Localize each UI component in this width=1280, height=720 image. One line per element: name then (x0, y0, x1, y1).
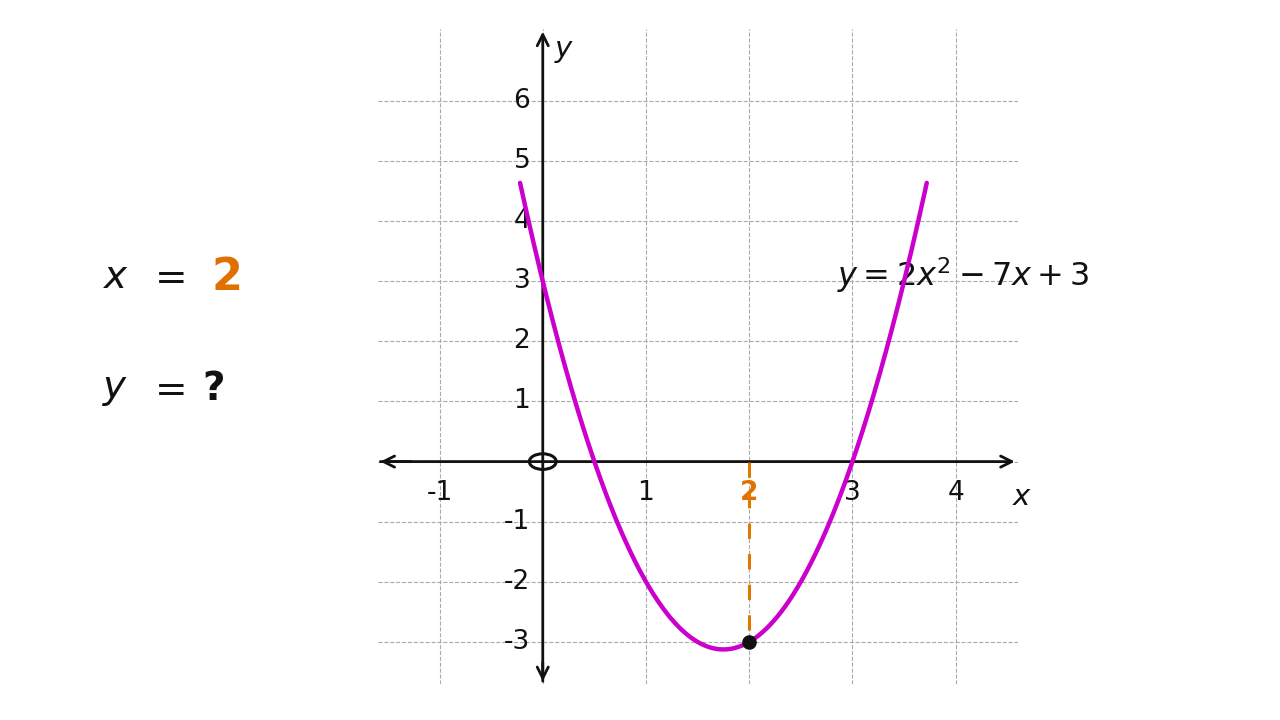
Text: 4: 4 (513, 208, 530, 234)
Text: $\mathbf{2}$: $\mathbf{2}$ (211, 256, 241, 299)
Text: 2: 2 (513, 328, 530, 354)
Text: 1: 1 (513, 389, 530, 415)
Text: $x$: $x$ (102, 258, 129, 296)
Text: 6: 6 (513, 88, 530, 114)
Text: $\mathbf{?}$: $\mathbf{?}$ (202, 370, 224, 408)
Text: 4: 4 (947, 480, 964, 505)
Text: 3: 3 (844, 480, 861, 505)
Text: -2: -2 (504, 569, 530, 595)
Text: $=$: $=$ (147, 258, 186, 296)
Text: 2: 2 (740, 480, 759, 505)
Text: x: x (1012, 482, 1029, 510)
Text: $=$: $=$ (147, 370, 186, 408)
Text: -1: -1 (504, 509, 530, 535)
Text: -3: -3 (504, 629, 530, 655)
Text: $y = 2x^2 - 7x + 3$: $y = 2x^2 - 7x + 3$ (837, 256, 1089, 295)
Text: 5: 5 (513, 148, 530, 174)
Text: y: y (556, 35, 572, 63)
Text: -1: -1 (426, 480, 453, 505)
Text: 3: 3 (513, 269, 530, 294)
Text: $y$: $y$ (102, 370, 129, 408)
Point (739, 636, 759, 648)
Text: 1: 1 (637, 480, 654, 505)
